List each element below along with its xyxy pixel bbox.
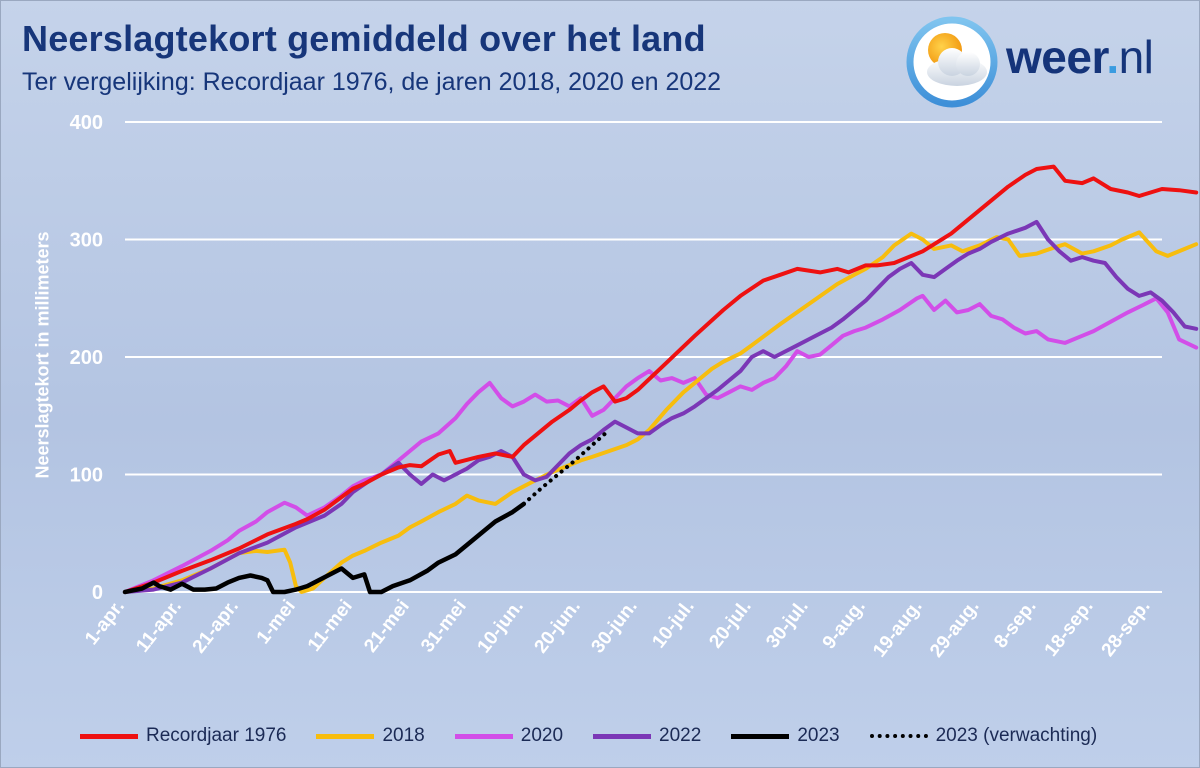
legend-item: 2022 — [593, 725, 701, 747]
x-tick-label: 30-jun. — [587, 596, 641, 657]
y-tick-label: 300 — [70, 230, 103, 252]
logo-brand: weer — [1006, 31, 1107, 83]
y-tick-label: 400 — [70, 112, 103, 134]
legend-item: 2020 — [454, 725, 564, 747]
x-tick-label: 31-mei — [417, 596, 471, 656]
x-tick-label: 11-apr. — [132, 596, 186, 656]
logo-dot: . — [1106, 31, 1119, 83]
x-tick-label: 10-jun. — [474, 596, 528, 657]
legend-swatch — [316, 733, 375, 739]
series-line-2023 — [122, 501, 527, 595]
x-tick-label: 20-jun. — [531, 596, 585, 657]
x-tick-label: 18-sep. — [1041, 596, 1098, 661]
logo-wordmark: weer.nl — [1006, 30, 1154, 84]
cloud-icon — [927, 48, 987, 86]
legend-label: 2020 — [520, 725, 564, 746]
series-line-recordjaar-1976 — [123, 164, 1199, 594]
y-tick-label: 100 — [70, 465, 103, 487]
weer-nl-logo — [906, 16, 998, 108]
y-axis-label: Neerslagtekort in millimeters — [32, 231, 53, 479]
legend-item: 2023 — [731, 725, 840, 747]
x-tick-label: 1-mei — [253, 596, 300, 648]
legend-swatch — [593, 733, 652, 739]
legend-item: 2023 (verwachting) — [869, 725, 1098, 747]
x-tick-label: 19-aug. — [869, 596, 927, 661]
x-tick-label: 9-aug. — [819, 596, 870, 653]
legend-label: 2023 (verwachting) — [935, 725, 1098, 746]
chart-title: Neerslagtekort gemiddeld over het land — [22, 18, 706, 59]
legend-label: 2022 — [659, 725, 702, 746]
x-tick-label: 21-apr. — [189, 596, 243, 657]
chart-legend: Recordjaar 1976 2018 2020 2022 2023 2023 (ver… — [80, 722, 1160, 750]
series-line-2018 — [123, 230, 1199, 594]
series-line-2023-verwachting — [521, 427, 612, 506]
y-tick-label: 200 — [70, 347, 103, 369]
legend-label: Recordjaar 1976 — [146, 725, 287, 746]
x-tick-label: 21-mei — [360, 596, 414, 656]
x-tick-label: 10-jul. — [648, 596, 698, 652]
legend-swatch — [80, 733, 138, 739]
x-tick-label: 28-sep. — [1098, 596, 1155, 661]
legend-swatch — [869, 734, 928, 738]
x-tick-label: 29-aug. — [926, 596, 984, 661]
legend-swatch — [731, 733, 790, 739]
x-tick-label: 30-jul. — [762, 596, 812, 652]
legend-swatch — [454, 733, 513, 739]
x-tick-label: 11-mei — [304, 596, 357, 656]
legend-item: 2018 — [316, 725, 425, 747]
x-tick-label: 1-apr. — [81, 596, 129, 649]
series-line-2022 — [123, 219, 1199, 594]
logo-tld: nl — [1118, 31, 1154, 83]
y-tick-label: 0 — [92, 582, 103, 604]
legend-label: 2023 — [797, 725, 840, 746]
series-line-2020 — [123, 293, 1199, 594]
legend-label: 2018 — [382, 725, 425, 746]
chart-subtitle: Ter vergelijking: Recordjaar 1976, de ja… — [22, 68, 722, 96]
x-tick-label: 8-sep. — [990, 596, 1040, 652]
x-tick-label: 20-jul. — [705, 596, 755, 652]
legend-item: Recordjaar 1976 — [80, 725, 286, 747]
